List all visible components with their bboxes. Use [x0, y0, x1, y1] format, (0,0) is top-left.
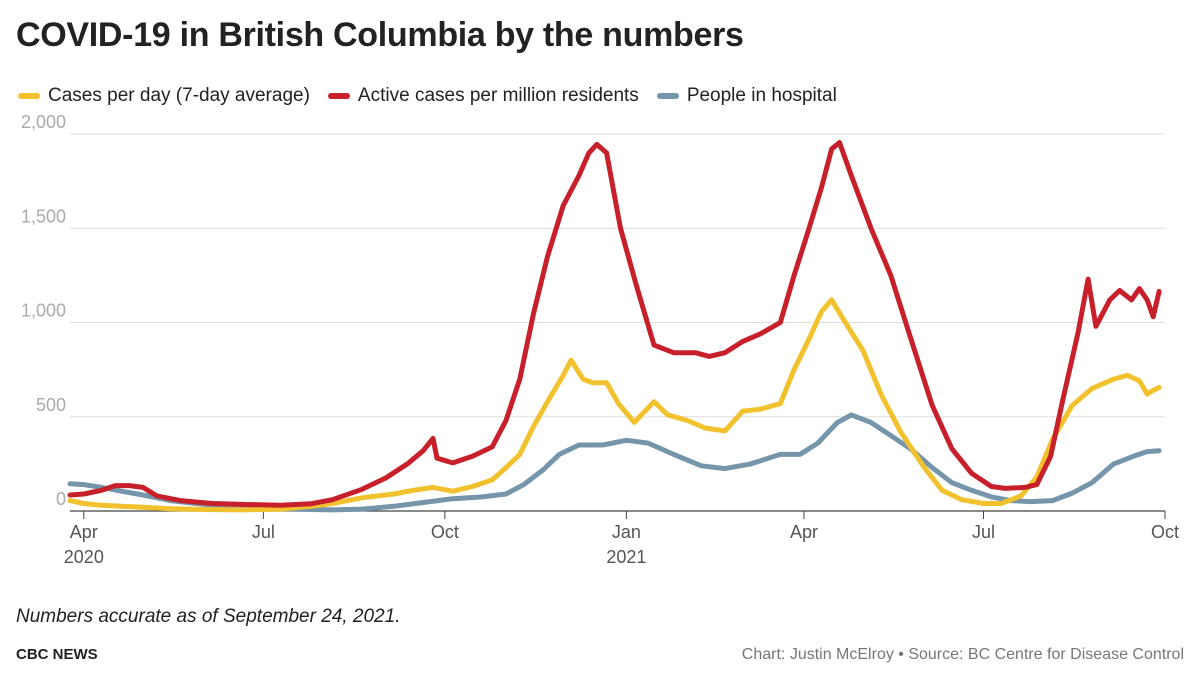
legend: Cases per day (7-day average) Active cas…: [18, 84, 855, 108]
x-tick-label: Jan: [612, 522, 641, 542]
brand-logo-text: CBC NEWS: [16, 646, 98, 663]
x-tick-label: Jul: [252, 522, 275, 542]
legend-swatch-cases: [18, 93, 40, 99]
x-tick-year-label: 2021: [606, 547, 646, 567]
legend-item-active: Active cases per million residents: [327, 85, 639, 107]
x-tick-label: Apr: [790, 522, 818, 542]
y-tick-label: 0: [56, 489, 66, 509]
x-tick-label: Apr: [70, 522, 98, 542]
legend-item-cases: Cases per day (7-day average): [18, 85, 310, 107]
y-tick-label: 1,000: [21, 301, 66, 321]
legend-swatch-active: [327, 93, 350, 99]
series-line-active: [67, 140, 1162, 508]
legend-label-hospital: People in hospital: [686, 85, 837, 106]
chart-credit: Chart: Justin McElroy • Source: BC Centr…: [741, 646, 1184, 663]
x-tick-label: Jul: [972, 522, 995, 542]
series-line-cases: [67, 297, 1162, 513]
y-tick-label: 2,000: [21, 112, 66, 132]
y-tick-label: 1,500: [21, 206, 66, 226]
x-tick-year-label: 2020: [64, 547, 104, 567]
x-tick-label: Oct: [1151, 522, 1179, 542]
line-chart: 0 500 1,000 1,500 2,000 Apr 2020 Jul Oct Jan 2021 A…: [21, 112, 1179, 567]
legend-label-cases: Cases per day (7-day average): [48, 85, 310, 106]
legend-item-hospital: People in hospital: [656, 85, 837, 107]
legend-label-active: Active cases per million residents: [357, 85, 639, 106]
legend-swatch-hospital: [656, 93, 679, 99]
chart-title: COVID-19 in British Columbia by the numb…: [16, 16, 744, 54]
x-tick-label: Oct: [431, 522, 459, 542]
y-tick-label: 500: [36, 395, 66, 415]
series-line-hospital: [67, 412, 1162, 513]
accuracy-note: Numbers accurate as of September 24, 202…: [16, 606, 401, 627]
